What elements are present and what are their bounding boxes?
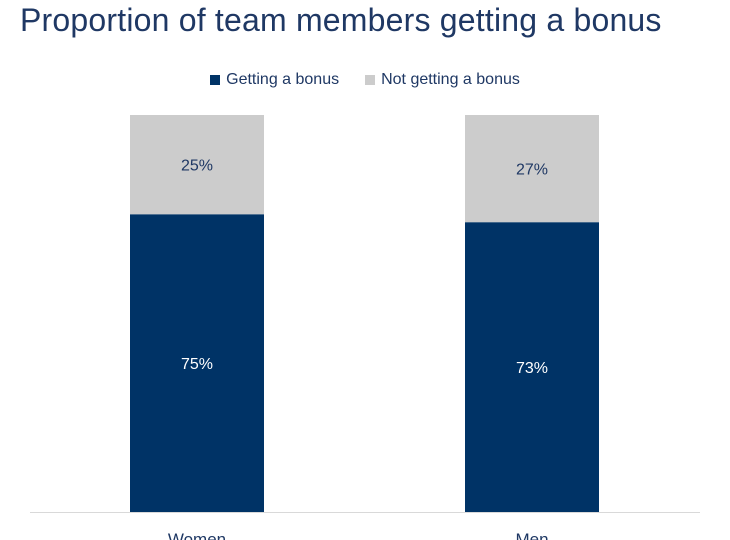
legend-label-getting-bonus: Getting a bonus xyxy=(226,71,340,88)
bar-women-not-getting-bonus xyxy=(130,115,264,215)
legend-label-not-getting-bonus: Not getting a bonus xyxy=(381,71,520,88)
legend-item-not-getting-bonus: Not getting a bonus xyxy=(365,71,520,89)
category-label-women: Women xyxy=(168,530,226,540)
data-label-women-not-getting-bonus: 25% xyxy=(181,158,213,175)
legend: Getting a bonus Not getting a bonus xyxy=(0,71,730,89)
category-label-men: Men xyxy=(515,530,548,540)
legend-item-getting-bonus: Getting a bonus xyxy=(210,71,339,89)
bar-women-getting-bonus xyxy=(130,214,264,512)
data-label-men-getting-bonus: 73% xyxy=(516,360,548,377)
legend-swatch-getting-bonus xyxy=(210,75,221,85)
data-label-men-not-getting-bonus: 27% xyxy=(516,162,548,179)
legend-swatch-not-getting-bonus xyxy=(365,75,376,85)
chart-title: Proportion of team members getting a bon… xyxy=(20,2,662,38)
bar-men-getting-bonus xyxy=(465,222,599,512)
data-label-women-getting-bonus: 75% xyxy=(181,356,213,373)
bar-men-not-getting-bonus xyxy=(465,115,599,223)
